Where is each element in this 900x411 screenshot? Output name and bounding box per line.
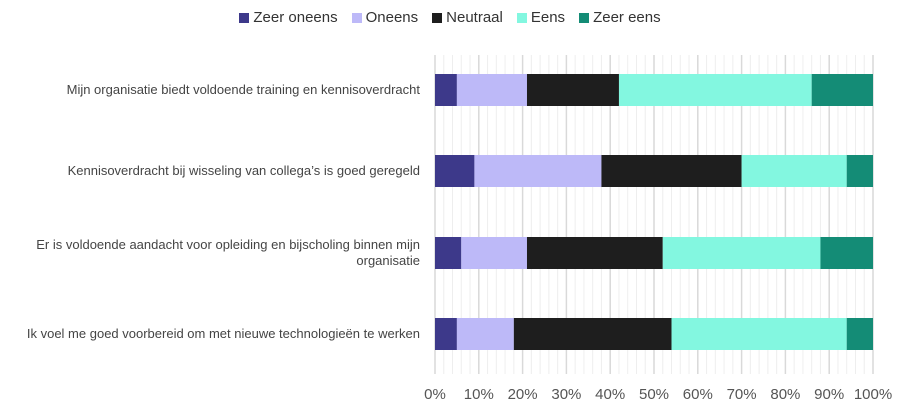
category-label: Mijn organisatie biedt voldoende trainin… bbox=[66, 82, 420, 97]
bar-segment-eens bbox=[741, 155, 847, 187]
x-tick-label: 20% bbox=[508, 386, 538, 403]
bar-segment-zeer-oneens bbox=[435, 318, 457, 350]
category-label: Kennisoverdracht bij wisseling van colle… bbox=[67, 163, 420, 178]
bar-segment-eens bbox=[671, 318, 847, 350]
legend-swatch bbox=[432, 12, 443, 23]
legend-item: Neutraal bbox=[432, 9, 503, 26]
legend-item: Zeer oneens bbox=[239, 9, 338, 26]
bar-segment-oneens bbox=[456, 74, 527, 106]
bar-segment-oneens bbox=[474, 155, 602, 187]
bar-segment-eens bbox=[662, 237, 821, 269]
x-tick-label: 40% bbox=[595, 386, 625, 403]
x-tick-label: 90% bbox=[814, 386, 844, 403]
x-tick-label: 80% bbox=[770, 386, 800, 403]
legend-label: Eens bbox=[530, 9, 566, 26]
x-tick-label: 50% bbox=[639, 386, 669, 403]
x-tick-label: 60% bbox=[683, 386, 713, 403]
x-tick-label: 70% bbox=[727, 386, 757, 403]
bar-segment-eens bbox=[618, 74, 812, 106]
legend-item: Oneens bbox=[351, 9, 419, 26]
legend-swatch bbox=[516, 12, 527, 23]
legend-label: Zeer eens bbox=[593, 9, 661, 26]
bar-segment-zeer-eens bbox=[811, 74, 873, 106]
bar-segment-neutraal bbox=[526, 74, 619, 106]
bar-segment-zeer-oneens bbox=[435, 155, 475, 187]
legend-swatch bbox=[239, 12, 250, 23]
legend-swatch bbox=[579, 12, 590, 23]
legend-item: Eens bbox=[516, 9, 566, 26]
legend: Zeer oneens Oneens Neutraal Eens Zeer eens bbox=[0, 9, 900, 26]
category-label: Er is voldoende aandacht voor opleiding … bbox=[36, 237, 420, 268]
x-tick-label: 0% bbox=[424, 386, 446, 403]
bar-segment-zeer-eens bbox=[820, 237, 873, 269]
legend-label: Neutraal bbox=[446, 9, 503, 26]
bar-segment-neutraal bbox=[513, 318, 672, 350]
x-tick-label: 30% bbox=[551, 386, 581, 403]
bar-segment-zeer-eens bbox=[846, 155, 873, 187]
bar-segment-zeer-eens bbox=[846, 318, 873, 350]
legend-item: Zeer eens bbox=[579, 9, 661, 26]
bar-segment-neutraal bbox=[526, 237, 663, 269]
legend-label: Zeer oneens bbox=[253, 9, 338, 26]
bar-segment-zeer-oneens bbox=[435, 237, 462, 269]
bar-segment-neutraal bbox=[601, 155, 742, 187]
category-label: Ik voel me goed voorbereid om met nieuwe… bbox=[26, 326, 420, 341]
bar-segment-zeer-oneens bbox=[435, 74, 457, 106]
bar-segment-oneens bbox=[461, 237, 527, 269]
bar-segment-oneens bbox=[456, 318, 514, 350]
legend-label: Oneens bbox=[365, 9, 419, 26]
legend-swatch bbox=[351, 12, 362, 23]
x-tick-label: 10% bbox=[464, 386, 494, 403]
x-tick-label: 100% bbox=[854, 386, 892, 403]
